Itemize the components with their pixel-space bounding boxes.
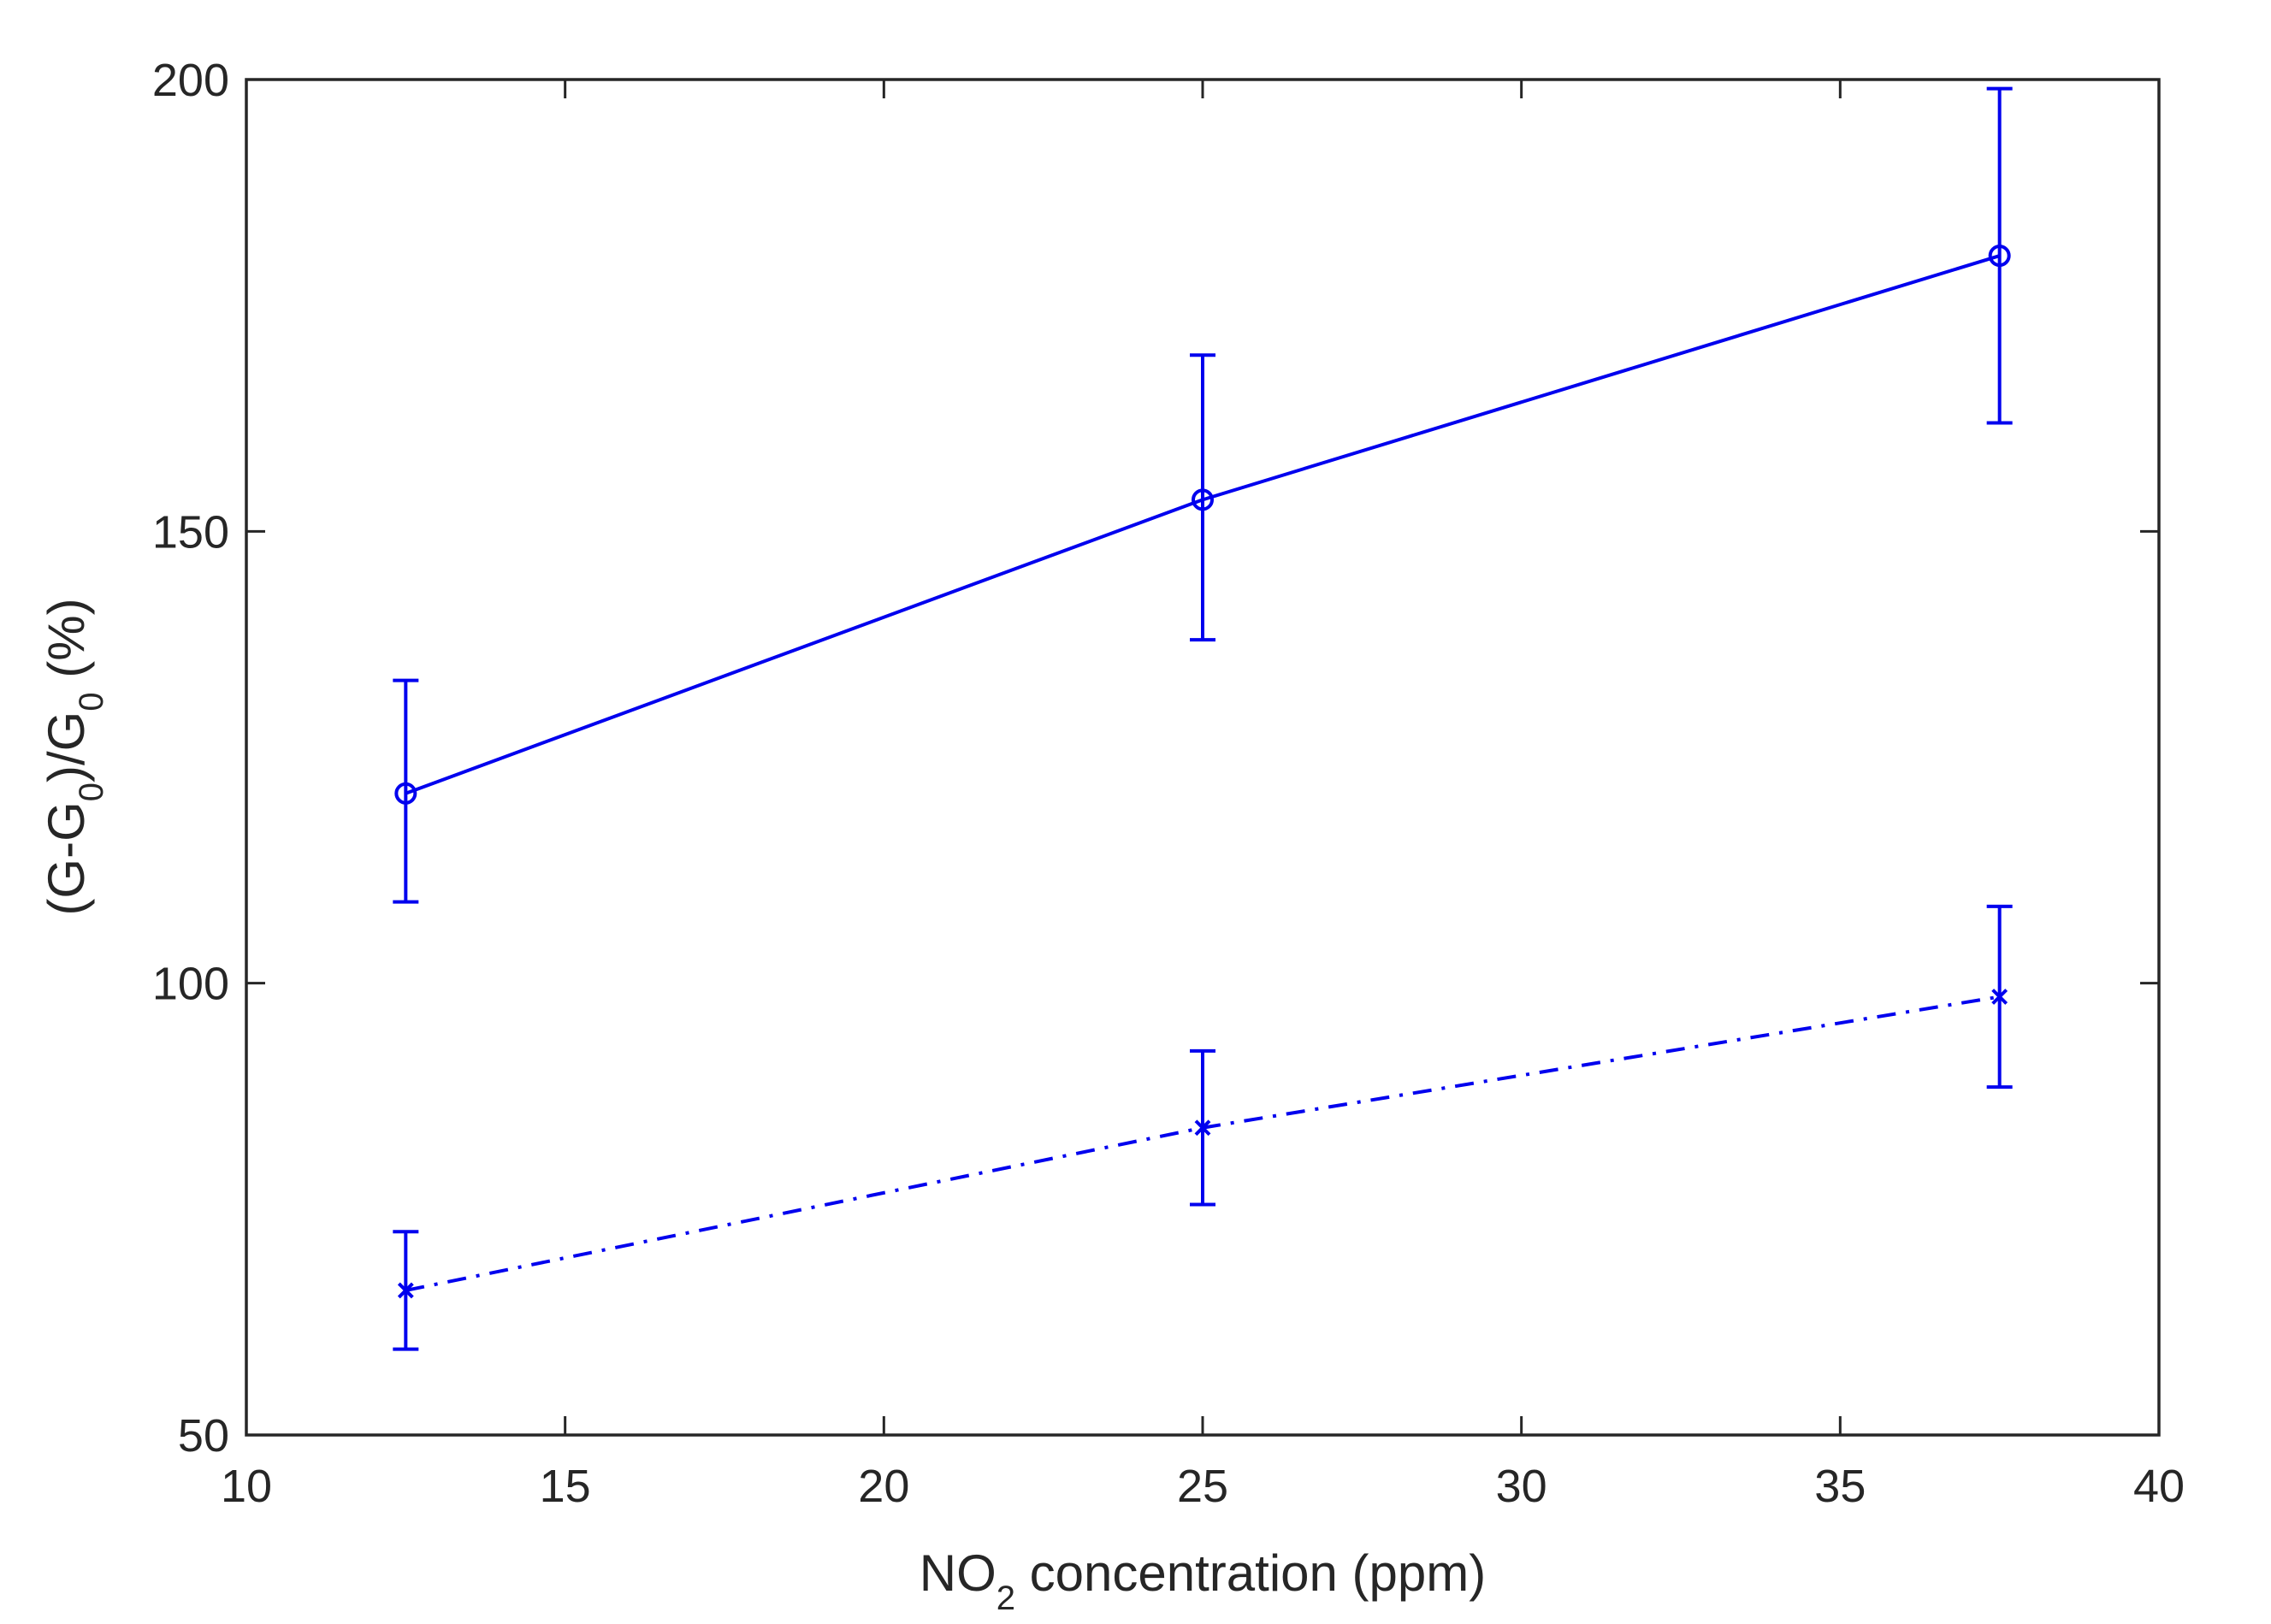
y-tick-label: 50 <box>178 1410 229 1462</box>
x-axis-label-sub: 2 <box>997 1580 1015 1617</box>
y-tick-labels: 50 100 150 200 <box>152 55 229 1462</box>
x-tick-labels: 10 15 20 25 30 35 40 <box>221 1461 2185 1512</box>
x-axis-label-post: concentration (ppm) <box>1015 1544 1486 1602</box>
x-tick-label: 30 <box>1496 1461 1547 1512</box>
data-point-x <box>397 1282 414 1299</box>
x-tick-label: 25 <box>1177 1461 1228 1512</box>
ticks-layer <box>245 78 2161 1437</box>
data-point-circle <box>394 782 417 805</box>
y-tick-label: 150 <box>152 506 229 558</box>
y-axis-label-p1: (G-G <box>38 801 95 915</box>
series-1 <box>393 86 2013 904</box>
data-point-x <box>1991 989 2008 1005</box>
series-layer <box>393 86 2013 1351</box>
y-axis-label-p2: )/G <box>38 712 95 782</box>
y-tick-label: 100 <box>152 959 229 1010</box>
x-axis-label-pre: NO <box>920 1544 997 1602</box>
x-tick-label: 10 <box>221 1461 272 1512</box>
x-tick-label: 15 <box>540 1461 591 1512</box>
y-axis-label-s2: 0 <box>73 692 110 711</box>
series-2 <box>393 904 2013 1351</box>
data-point-circle <box>1988 245 2011 268</box>
x-tick-label: 20 <box>858 1461 909 1512</box>
data-point-circle <box>1192 488 1214 511</box>
y-axis-label: (G-G0)/G0 (%) <box>38 598 110 915</box>
y-axis-label-p3: (%) <box>38 598 95 692</box>
x-axis-label: NO2 concentration (ppm) <box>920 1544 1487 1617</box>
x-tick-label: 40 <box>2133 1461 2185 1512</box>
x-tick-label: 35 <box>1814 1461 1866 1512</box>
data-point-x <box>1194 1119 1211 1137</box>
y-tick-label: 200 <box>152 55 229 106</box>
y-axis-label-s1: 0 <box>73 782 110 801</box>
